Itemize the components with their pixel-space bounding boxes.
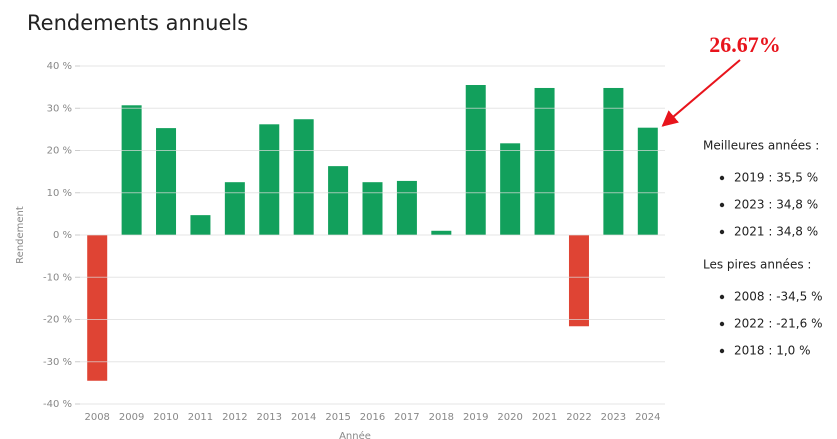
bars	[87, 85, 658, 381]
x-tick-label: 2020	[497, 412, 522, 423]
x-tick-label: 2023	[601, 412, 626, 423]
bar	[431, 230, 452, 235]
bullet	[719, 294, 725, 300]
y-tick-label: 10 %	[47, 188, 72, 199]
y-tick-label: -40 %	[43, 399, 72, 410]
x-tick-label: 2008	[84, 412, 109, 423]
y-tick-label: 0 %	[53, 230, 72, 241]
list-item: 2021 : 34,8 %	[734, 225, 818, 239]
x-axis-label: Année	[339, 430, 371, 439]
list-item: 2022 : -21,6 %	[734, 317, 822, 331]
y-axis-label: Rendement	[15, 206, 26, 264]
x-tick-label: 2013	[257, 412, 282, 423]
bullet	[719, 348, 725, 354]
bar	[568, 235, 589, 327]
x-tick-label: 2014	[291, 412, 316, 423]
bar	[121, 105, 142, 235]
bullet	[719, 175, 725, 181]
bar	[156, 128, 177, 235]
y-tick-label: -10 %	[43, 272, 72, 283]
bar	[362, 182, 383, 235]
x-tick-label: 2009	[119, 412, 144, 423]
bar	[328, 166, 349, 235]
y-tick-label: -20 %	[43, 315, 72, 326]
x-tick-label: 2019	[463, 412, 488, 423]
x-tick-label: 2024	[635, 412, 660, 423]
bar	[87, 235, 108, 381]
annotation: 26.67%	[709, 32, 781, 57]
list-item: 2008 : -34,5 %	[734, 290, 822, 304]
grid	[80, 65, 665, 405]
bar	[396, 180, 417, 235]
bar	[259, 124, 280, 235]
x-tick-label: 2022	[566, 412, 591, 423]
bar	[224, 182, 245, 235]
x-tick-label: 2010	[153, 412, 178, 423]
bar	[293, 119, 314, 235]
bar	[190, 215, 211, 235]
bar	[465, 85, 486, 235]
x-tick-label: 2016	[360, 412, 385, 423]
y-tick-label: 30 %	[47, 103, 72, 114]
x-tick-label: 2011	[188, 412, 213, 423]
y-tick-label: 40 %	[47, 61, 72, 72]
bullet	[719, 202, 725, 208]
chart-title: Rendements annuels	[27, 11, 248, 35]
bar	[534, 87, 555, 235]
x-tick-label: 2012	[222, 412, 247, 423]
annotation-arrow	[661, 59, 741, 127]
best-title: Meilleures années :	[703, 139, 819, 153]
bar	[637, 127, 658, 235]
x-tick-label: 2015	[325, 412, 350, 423]
list-item: 2019 : 35,5 %	[734, 171, 818, 185]
list-item: 2023 : 34,8 %	[734, 198, 818, 212]
y-tick-label: 20 %	[47, 146, 72, 157]
x-tick-label: 2021	[532, 412, 557, 423]
worst-title: Les pires années :	[703, 258, 811, 272]
bar	[603, 87, 624, 235]
x-tick-label: 2018	[429, 412, 454, 423]
y-tick-label: -30 %	[43, 357, 72, 368]
bar	[500, 143, 521, 235]
list-item: 2018 : 1,0 %	[734, 344, 811, 358]
x-tick-label: 2017	[394, 412, 419, 423]
bullet	[719, 321, 725, 327]
bullet	[719, 229, 725, 235]
